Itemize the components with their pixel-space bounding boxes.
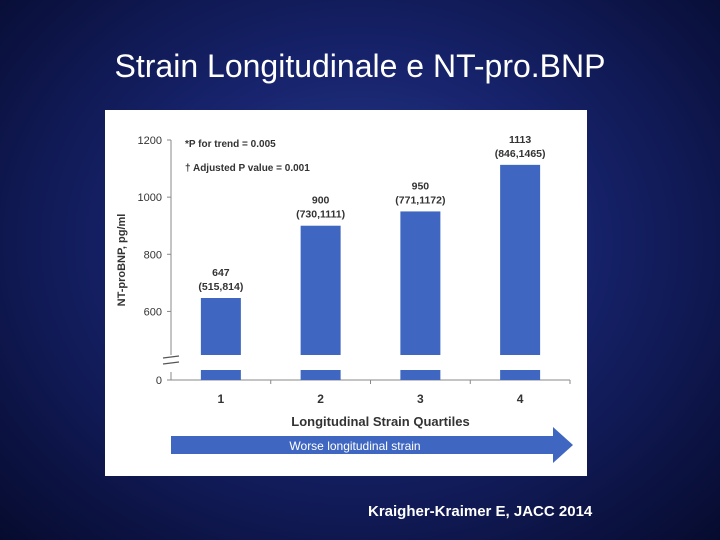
data-label-value: 647 [212, 267, 230, 279]
data-label-ci: (771,1172) [395, 194, 445, 206]
y-tick-label: 1000 [138, 192, 162, 204]
bar [500, 164, 541, 355]
bar-base [200, 370, 241, 380]
bar-chart: 0 600 800 1000 1200 NT-proBNP, pg/ml 1 647 (515… [116, 134, 573, 463]
data-label-ci: (730,1111) [296, 209, 345, 221]
chart-figure: 0 600 800 1000 1200 NT-proBNP, pg/ml 1 647 (515… [105, 110, 587, 476]
annotation: † Adjusted P value = 0.001 [185, 163, 310, 174]
chart-axes: 0 600 800 1000 1200 NT-proBNP, pg/ml [116, 135, 573, 463]
axis-break-mark [162, 355, 180, 359]
x-tick-label: 3 [417, 392, 424, 406]
x-tick-label: 1 [218, 392, 225, 406]
bar-base [300, 370, 341, 380]
arrow-shaft [171, 436, 553, 454]
annotation: *P for trend = 0.005 [185, 139, 276, 150]
data-label-value: 900 [312, 195, 330, 207]
slide-title: Strain Longitudinale e NT-pro.BNP [114, 48, 606, 84]
bar [300, 225, 341, 355]
y-axis-label: NT-proBNP, pg/ml [116, 214, 128, 307]
bar [200, 298, 241, 355]
x-tick-label: 2 [317, 392, 324, 406]
y-tick-label: 600 [144, 306, 162, 318]
bar-base [400, 370, 441, 380]
bar [400, 211, 441, 355]
bar-base [500, 370, 541, 380]
data-label-value: 950 [412, 180, 430, 192]
data-label-value: 1113 [509, 134, 531, 146]
chart-bars [200, 164, 541, 380]
data-label-ci: (846,1465) [495, 148, 546, 160]
data-label-ci: (515,814) [198, 281, 243, 293]
y-tick-label: 0 [156, 375, 162, 387]
chart-labels: 1 647 (515,814) 2 900 (730,1111) 3 950 (771,1172… [185, 134, 546, 453]
y-tick-label: 800 [144, 249, 162, 261]
x-axis-label: Longitudinal Strain Quartiles [291, 414, 469, 429]
arrow-label: Worse longitudinal strain [289, 439, 420, 453]
arrow-head [553, 427, 573, 463]
citation: Kraigher-Kraimer E, JACC 2014 [368, 503, 593, 520]
x-tick-label: 4 [517, 392, 524, 406]
y-tick-label: 1200 [138, 135, 162, 147]
axis-break-mark [162, 361, 180, 365]
